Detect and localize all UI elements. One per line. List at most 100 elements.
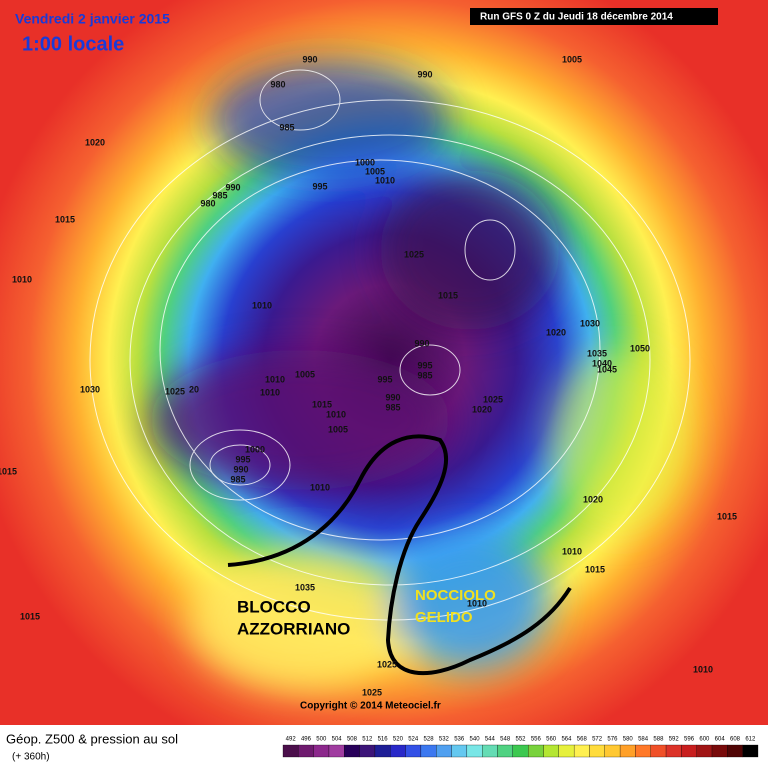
colorbar-cell [650, 744, 667, 758]
colorbar-cell [298, 744, 314, 758]
isobar-label: 1025 [362, 687, 382, 697]
colorbar-label: 584 [638, 737, 649, 743]
isobars [89, 69, 691, 621]
isobar-label: 1015 [0, 466, 17, 476]
isobar-label: 990 [385, 392, 400, 402]
colorbar-label: 596 [684, 737, 695, 743]
colorbar-cell [665, 744, 682, 758]
isobar-label: 985 [212, 190, 227, 200]
colorbar-label: 592 [669, 737, 680, 743]
isobar-label: 990 [225, 182, 240, 192]
isobar-label: 985 [279, 122, 294, 132]
colorbar-label: 500 [316, 737, 327, 743]
isobar-label: 1000 [355, 157, 375, 167]
annotation: BLOCCO [237, 597, 311, 616]
isobar-label: 1025 [377, 659, 397, 669]
colorbar-label: 564 [561, 737, 572, 743]
isobar-label: 1020 [85, 137, 105, 147]
isobar-label: 1005 [295, 369, 315, 379]
annotation-lines [227, 434, 572, 676]
colorbar-label: 552 [515, 737, 526, 743]
colorbar-cell [528, 744, 544, 758]
isobar-label: 1035 [295, 582, 315, 592]
isobar-label: 1015 [438, 290, 458, 300]
isobar-label: 1025 [165, 386, 185, 396]
isobar-label: 1020 [583, 494, 603, 504]
date: Vendredi 2 janvier 2015 [15, 11, 170, 27]
colorbar-cell [420, 744, 437, 758]
colorbar-cell [512, 744, 529, 758]
colorbar-label: 528 [424, 737, 435, 743]
colorbar-label: 536 [454, 737, 465, 743]
isobar-label: 1045 [597, 364, 617, 374]
colorbar-label: 568 [577, 737, 588, 743]
colorbar-label: 576 [607, 737, 618, 743]
colorbar-cell [497, 744, 513, 758]
colorbar-cell [344, 744, 360, 758]
isobar-label: 1040 [592, 358, 612, 368]
colorbar-cell [635, 744, 651, 758]
colorbar-cell [543, 744, 559, 758]
legend-subtitle: (+ 360h) [12, 752, 50, 763]
isobar-label: 980 [200, 198, 215, 208]
colorbar-label: 492 [286, 737, 297, 743]
isobar-label: 1020 [472, 404, 492, 414]
colorbar-label: 496 [301, 737, 312, 743]
isobar-label: 995 [312, 181, 327, 191]
colorbar-cell [573, 744, 590, 758]
colorbar-label: 544 [485, 737, 496, 743]
colorbar-label: 532 [439, 737, 450, 743]
isobar-label: 1010 [693, 664, 713, 674]
isobar-label: 20 [189, 384, 199, 394]
colorbar-cell [359, 744, 376, 758]
isobar-label: 1020 [546, 327, 566, 337]
colorbar-label: 512 [362, 737, 373, 743]
colorbar-cell [558, 744, 575, 758]
isobar-label: 995 [377, 374, 392, 384]
isobar-label: 1035 [587, 348, 607, 358]
time: 1:00 locale [22, 33, 124, 55]
isobar-label: 1025 [483, 394, 503, 404]
colorbar-label: 524 [408, 737, 419, 743]
isobar-label: 1030 [580, 318, 600, 328]
annotation: AZZORRIANO [237, 619, 350, 638]
colorbar-label: 600 [699, 737, 710, 743]
colorbar-cell [711, 744, 728, 758]
colorbar-cell [727, 744, 743, 758]
colorbar-cell [482, 744, 498, 758]
colorbar-label: 508 [347, 737, 358, 743]
isobar-label: 1050 [630, 343, 650, 353]
isobar-label: 1015 [20, 611, 40, 621]
colorbar-cell [328, 744, 345, 758]
colorbar-label: 548 [500, 737, 511, 743]
isobar-label: 1010 [326, 409, 346, 419]
colorbar-label: 504 [332, 737, 343, 743]
isobar-label: 995 [417, 360, 432, 370]
isobar-label: 1010 [375, 175, 395, 185]
colorbar-label: 604 [715, 737, 726, 743]
colorbar-label: 520 [393, 737, 404, 743]
isobar-label: 995 [235, 454, 250, 464]
isobar-label: 1010 [562, 546, 582, 556]
colorbar-cell [742, 744, 759, 758]
run-info: Run GFS 0 Z du Jeudi 18 décembre 2014 [480, 12, 673, 23]
isobar-label: 985 [417, 370, 432, 380]
legend-title: Géop. Z500 & pression au sol [6, 731, 178, 746]
colorbar-cell [696, 744, 713, 758]
isobar-label: 1005 [365, 166, 385, 176]
colorbar-label: 612 [745, 737, 756, 743]
colorbar-cell [390, 744, 406, 758]
isobar-label: 1010 [265, 374, 285, 384]
colorbar-cell [405, 744, 422, 758]
colorbar-cell [374, 744, 391, 758]
colorbar-cell [282, 744, 299, 758]
isobar-label: 1010 [467, 598, 487, 608]
annotation: NOCCIOLO [415, 587, 496, 604]
colorbar-label: 608 [730, 737, 741, 743]
isobar-label: 1015 [312, 399, 332, 409]
colorbar-label: 572 [592, 737, 603, 743]
isobar-label: 1025 [404, 249, 424, 259]
colorbar-label: 580 [623, 737, 634, 743]
isobar-label: 1010 [310, 482, 330, 492]
colorbar-cell [619, 744, 636, 758]
